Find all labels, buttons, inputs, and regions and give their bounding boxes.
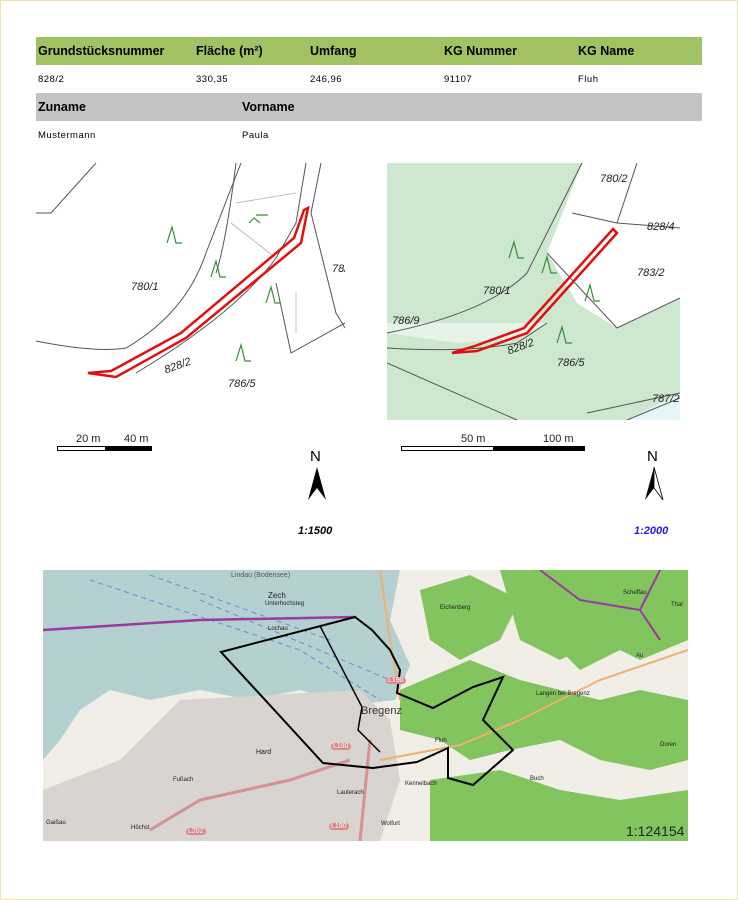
north-arrow-left-icon: N — [305, 448, 329, 502]
parcel-label: 786/5 — [557, 357, 585, 369]
overview-map[interactable]: Lindau (Bodensee) Zech Unterhochsteg Loc… — [43, 570, 688, 841]
parcel-table-header: Grundstücksnummer Fläche (m²) Umfang KG … — [36, 37, 702, 65]
parcel-label: 786/9 — [392, 315, 420, 327]
scalebar-label: 100 m — [543, 433, 574, 445]
header-kg-name: KG Name — [578, 44, 635, 58]
header-vorname: Vorname — [242, 100, 295, 114]
header-flaeche: Fläche (m²) — [196, 44, 263, 58]
place-label: Langen bei Bregenz — [536, 691, 590, 697]
place-label: Lauterach — [337, 790, 364, 796]
road-label: L190 — [386, 677, 406, 684]
parcel-label: 780/1 — [483, 285, 511, 297]
cell-umfang: 246,96 — [310, 73, 343, 85]
scale-right: 1:2000 — [634, 525, 669, 537]
place-label: Thal — [671, 602, 683, 608]
municipality-boundary — [219, 615, 515, 787]
place-label: Buch — [530, 776, 544, 782]
cadastral-map-right[interactable]: 780/2 828/4 783/2 780/1 786/9 828/2 786/… — [387, 163, 680, 420]
place-label: Hard — [256, 749, 272, 756]
parcel-outline — [87, 205, 310, 379]
cell-zuname: Mustermann — [38, 129, 96, 141]
cadastral-lines — [36, 163, 345, 379]
parcel-outline — [451, 227, 619, 355]
place-label: Scheffau — [623, 590, 647, 596]
north-arrow-right-icon: N — [642, 448, 666, 502]
place-label: Zech — [268, 591, 286, 600]
place-label: Fußach — [173, 777, 194, 783]
header-umfang: Umfang — [310, 44, 357, 58]
road-label: L190 — [329, 823, 349, 830]
scalebar-label: 40 m — [124, 433, 149, 445]
place-label: Kennelbach — [405, 781, 437, 787]
cell-kg-name: Fluh — [578, 73, 599, 85]
place-label: Lochau — [268, 626, 288, 632]
parcel-label: 783/2 — [637, 267, 665, 279]
road-label: L190 — [331, 743, 351, 750]
parcel-label: 828/4 — [647, 221, 675, 233]
place-label: Wolfurt — [381, 821, 400, 827]
place-label: Gaißau — [46, 820, 66, 826]
place-label: Fluh — [435, 738, 447, 744]
place-label: Bregenz — [361, 705, 402, 717]
overview-map-graphics — [43, 570, 688, 841]
cell-kg-nummer: 91107 — [444, 73, 473, 85]
place-label: Höchst — [131, 825, 150, 831]
parcel-table: Grundstücksnummer Fläche (m²) Umfang KG … — [36, 37, 702, 93]
scale-left: 1:1500 — [298, 525, 333, 537]
parcel-label: 786/5 — [228, 378, 256, 390]
scalebar-label: 50 m — [461, 433, 486, 445]
place-label: Eichenberg — [440, 605, 471, 611]
scalebar-label: 20 m — [76, 433, 101, 445]
header-zuname: Zuname — [38, 100, 86, 114]
forest-areas — [400, 570, 688, 841]
cadastral-map-left[interactable]: 780/1 786/5 828/2 78/2 — [36, 163, 345, 420]
meadow-symbols — [508, 239, 600, 344]
place-label: Au — [636, 653, 644, 659]
overview-scale: 1:124154 — [626, 823, 685, 839]
header-grundstuecksnummer: Grundstücksnummer — [38, 44, 165, 58]
place-label: Doren — [660, 742, 677, 748]
table-row: Mustermann Paula — [36, 121, 702, 149]
owner-table: Zuname Vorname Mustermann Paula — [36, 93, 702, 149]
table-row: 828/2 330,35 246,96 91107 Fluh — [36, 65, 702, 93]
parcel-label: 787/2 — [652, 393, 680, 405]
parcel-label: 78/2 — [332, 263, 345, 275]
place-label: Lindau (Bodensee) — [231, 572, 291, 579]
place-label: Unterhochsteg — [265, 601, 305, 607]
cell-grundstuecksnummer: 828/2 — [38, 73, 65, 85]
parcel-label: 780/1 — [131, 281, 159, 293]
meadow-symbols — [166, 214, 281, 362]
parcel-label: 780/2 — [600, 173, 628, 185]
cadastral-lines — [387, 163, 680, 420]
road-label: L202 — [186, 828, 206, 835]
cell-vorname: Paula — [242, 129, 269, 141]
cell-flaeche: 330,35 — [196, 73, 229, 85]
header-kg-nummer: KG Nummer — [444, 44, 517, 58]
owner-table-header: Zuname Vorname — [36, 93, 702, 121]
